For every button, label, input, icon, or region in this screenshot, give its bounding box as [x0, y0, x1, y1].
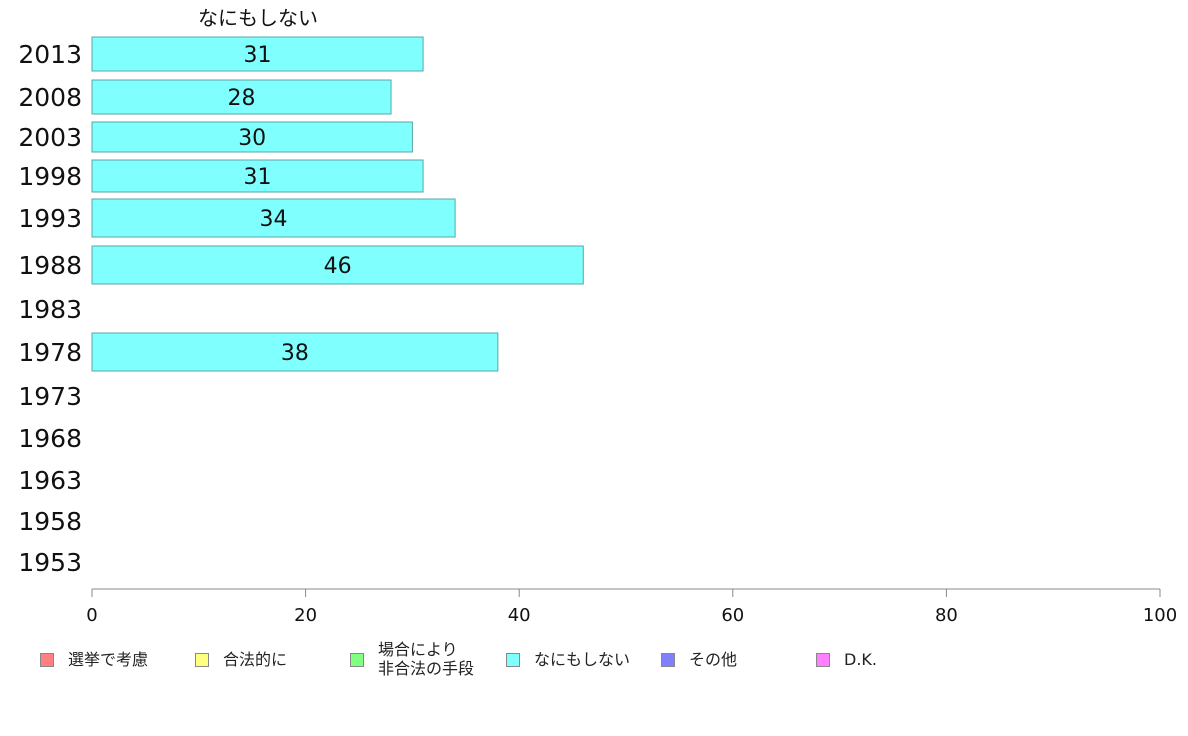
legend-label: 選挙で考慮: [68, 650, 149, 669]
legend-swatch: [40, 653, 54, 667]
category-label: 1968: [18, 424, 82, 453]
legend-label: 場合により 非合法の手段: [378, 640, 475, 678]
category-label: 2013: [18, 40, 82, 69]
bar-value-label: 30: [238, 126, 266, 151]
legend-swatch: [506, 653, 520, 667]
category-label: 1963: [18, 466, 82, 495]
bar: [91, 79, 392, 115]
bar-value-label: 31: [244, 165, 272, 190]
category-label: 1958: [18, 507, 82, 536]
bar: [91, 198, 456, 238]
bar-value-label: 34: [260, 207, 288, 232]
legend-item: なにもしない: [506, 638, 630, 669]
bar-chart: なにもしない 2013 31 2008 28 2003 30 1998 31 1993 34 198…: [18, 6, 1177, 626]
bar-value-label: 31: [244, 43, 272, 68]
legend-label: なにもしない: [534, 650, 631, 669]
category-label: 1998: [18, 162, 82, 191]
bar: [91, 121, 413, 153]
legend-swatch: [661, 653, 675, 667]
legend-swatch: [350, 653, 364, 667]
x-tick-label: 0: [86, 605, 97, 626]
legend-label: D.K.: [844, 650, 877, 669]
bar: [91, 332, 499, 372]
category-label: 1993: [18, 204, 82, 233]
category-label: 1988: [18, 251, 82, 280]
category-label: 2008: [18, 83, 82, 112]
legend-label: その他: [689, 650, 738, 669]
category-label: 1953: [18, 548, 82, 577]
category-label: 1973: [18, 382, 82, 411]
legend-item: その他: [661, 638, 737, 669]
bar-value-label: 28: [228, 86, 256, 111]
bar: [91, 245, 584, 285]
x-tick-label: 40: [508, 605, 531, 626]
category-label: 2003: [18, 123, 82, 152]
legend-item: 合法的に: [195, 638, 287, 669]
legend: 選挙で考慮 合法的に 場合により 非合法の手段 なにもしない その他 D.K.: [0, 638, 1188, 698]
x-tick-label: 60: [721, 605, 744, 626]
legend-item: 選挙で考慮: [40, 638, 148, 669]
bar: [91, 36, 424, 72]
legend-swatch: [195, 653, 209, 667]
x-tick-label: 20: [294, 605, 317, 626]
category-label: 1978: [18, 338, 82, 367]
x-tick-label: 100: [1143, 605, 1177, 626]
legend-item: D.K.: [816, 638, 877, 669]
legend-label: 合法的に: [223, 650, 288, 669]
legend-swatch: [816, 653, 830, 667]
bar-value-label: 38: [281, 341, 309, 366]
bar: [91, 159, 424, 193]
bar-value-label: 46: [324, 254, 352, 279]
legend-item: 場合により 非合法の手段: [350, 638, 474, 678]
x-tick-label: 80: [935, 605, 958, 626]
category-label: 1983: [18, 295, 82, 324]
chart-title: なにもしない: [198, 6, 318, 30]
